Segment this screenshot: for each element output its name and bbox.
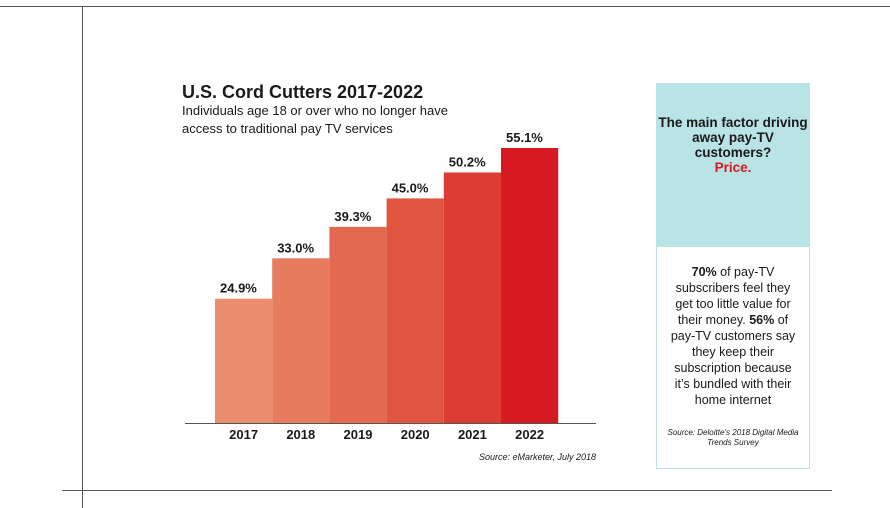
bar-value-label-2021: 50.2% bbox=[449, 154, 486, 169]
bar-2018 bbox=[272, 258, 330, 423]
sidebar-panel: The main factor driving away pay-TV cust… bbox=[656, 83, 810, 469]
sidebar-headline: The main factor driving away pay-TV cust… bbox=[657, 115, 809, 175]
bar-2017 bbox=[215, 298, 273, 423]
x-tick-2022: 2022 bbox=[515, 427, 544, 442]
bar-value-label-2017: 24.9% bbox=[220, 281, 257, 296]
stat-56-text: of pay-TV customers say they keep their … bbox=[670, 313, 796, 407]
stat-70-value: 70% bbox=[691, 265, 717, 279]
stat-70-text: of pay-TV subscribers feel they get too … bbox=[675, 265, 791, 327]
x-tick-2017: 2017 bbox=[229, 427, 258, 442]
stat-56-value: 56% bbox=[749, 313, 775, 327]
sidebar-body: 70% of pay-TV subscribers feel they get … bbox=[669, 264, 797, 408]
x-tick-labels: 2017 2018 2019 2020 2021 2022 bbox=[229, 427, 544, 442]
sidebar-source: Source: Deloitte’s 2018 Digital Media Tr… bbox=[667, 428, 799, 447]
sidebar-header-panel: The main factor driving away pay-TV cust… bbox=[657, 84, 809, 247]
x-tick-2021: 2021 bbox=[458, 427, 487, 442]
chart-title: U.S. Cord Cutters 2017-2022 bbox=[182, 82, 424, 102]
x-tick-2018: 2018 bbox=[286, 427, 315, 442]
bar-value-label-2022: 55.1% bbox=[506, 130, 543, 145]
bar-2021 bbox=[443, 172, 501, 423]
sidebar-headline-accent: Price. bbox=[714, 160, 752, 175]
bar-2019 bbox=[329, 226, 387, 423]
sidebar-headline-text: The main factor driving away pay-TV cust… bbox=[658, 115, 808, 160]
bar-value-label-2018: 33.0% bbox=[277, 240, 314, 255]
bars-group: 24.9% 33.0% 39.3% 45.0% 50.2% 55.1% bbox=[215, 130, 559, 423]
chart-source: Source: eMarketer, July 2018 bbox=[478, 452, 596, 462]
chart-subtitle: Individuals age 18 or over who no longer… bbox=[182, 103, 448, 136]
bar-value-label-2019: 39.3% bbox=[334, 209, 371, 224]
bar-2022 bbox=[501, 148, 559, 423]
bottom-rule bbox=[62, 490, 832, 491]
bar-value-label-2020: 45.0% bbox=[392, 180, 429, 195]
left-rule bbox=[82, 6, 83, 508]
bar-2020 bbox=[386, 198, 444, 423]
x-tick-2019: 2019 bbox=[344, 427, 373, 442]
x-tick-2020: 2020 bbox=[401, 427, 430, 442]
top-rule bbox=[0, 6, 890, 7]
